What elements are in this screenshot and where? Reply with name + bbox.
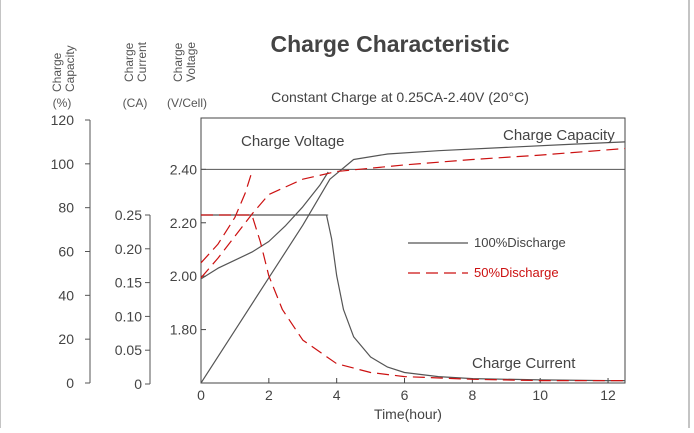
capacity-tick-label: 80 — [58, 200, 74, 216]
series-line-50pct-capacity — [200, 147, 626, 279]
current-tick-label: 0.10 — [115, 308, 142, 324]
voltage-axis-name-line2: Voltage — [184, 42, 198, 82]
charge-current-annotation: Charge Current — [472, 355, 576, 372]
current-tick-label: 0.20 — [115, 241, 142, 257]
series-line-100pct-voltage — [200, 171, 329, 280]
legend: 100%Discharge 50%Discharge — [408, 235, 566, 280]
charge-voltage-annotation-line1: Charge Voltage — [241, 133, 344, 150]
x-tick-label: 4 — [333, 387, 341, 403]
series-line-100pct-capacity — [200, 141, 626, 384]
plot-frame — [200, 117, 626, 384]
voltage-tick-label: 2.40 — [170, 161, 197, 177]
capacity-tick-label: 0 — [66, 375, 74, 391]
series-line-50pct-voltage — [200, 171, 253, 264]
x-tick-label: 2 — [265, 387, 273, 403]
x-tick-label: 8 — [468, 387, 476, 403]
x-tick-label: 12 — [600, 387, 616, 403]
voltage-axis-name-line1: Charge — [171, 42, 185, 82]
capacity-tick-label: 100 — [51, 156, 75, 172]
voltage-axis-unit: (V/Cell) — [167, 96, 207, 110]
capacity-tick-label: 120 — [51, 112, 75, 128]
series-line-100pct-current — [201, 214, 625, 382]
charge-capacity-annotation-line1: Charge Capacity — [503, 127, 615, 144]
capacity-axis-name-line1: Charge — [50, 52, 64, 92]
chart-subtitle: Constant Charge at 0.25CA-2.40V (20°C) — [271, 89, 529, 105]
current-tick-label: 0.05 — [115, 342, 142, 358]
current-tick-label: 0 — [134, 376, 142, 392]
current-axis-unit: (CA) — [123, 96, 148, 110]
x-tick-label: 10 — [532, 387, 548, 403]
current-axis-name-line1: Charge — [122, 42, 136, 82]
legend-label-100: 100%Discharge — [474, 235, 566, 250]
axes-layer: 02040608010012000.050.100.150.200.251.80… — [51, 112, 616, 403]
capacity-axis-unit: (%) — [53, 96, 72, 110]
series-line-50pct-current — [201, 214, 625, 382]
capacity-tick-label: 20 — [58, 331, 74, 347]
capacity-axis-name-line2: Capacity — [63, 45, 77, 92]
voltage-tick-label: 2.00 — [170, 268, 197, 284]
x-tick-label: 0 — [197, 387, 205, 403]
series-layer — [200, 141, 626, 384]
voltage-tick-label: 1.80 — [170, 322, 197, 338]
capacity-tick-label: 40 — [58, 287, 74, 303]
x-tick-label: 6 — [401, 387, 409, 403]
chart-title: Charge Characteristic — [270, 31, 509, 57]
x-axis-label: Time(hour) — [374, 406, 442, 422]
voltage-tick-label: 2.20 — [170, 215, 197, 231]
capacity-tick-label: 60 — [58, 244, 74, 260]
current-tick-label: 0.15 — [115, 275, 142, 291]
current-tick-label: 0.25 — [115, 207, 142, 223]
legend-label-50: 50%Discharge — [474, 265, 559, 280]
current-axis-name-line2: Current — [135, 41, 149, 82]
